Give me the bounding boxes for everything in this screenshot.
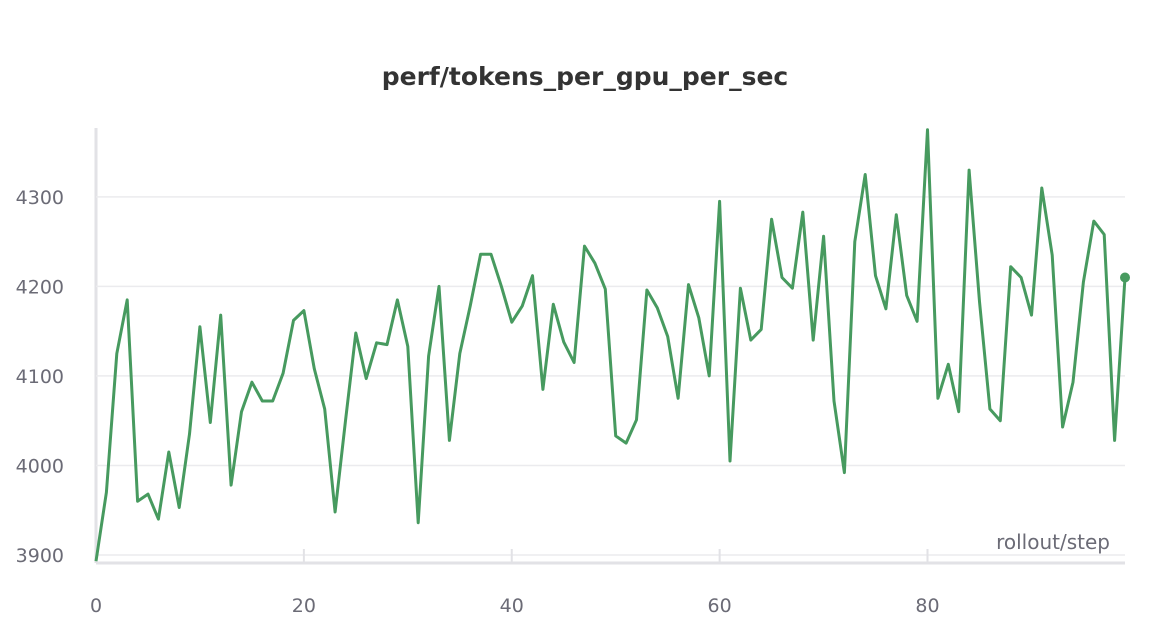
x-tick-label: 80: [915, 595, 939, 617]
y-tick-label: 4000: [16, 455, 64, 477]
y-tick-label: 4100: [16, 366, 64, 388]
x-tick-label: 20: [292, 595, 316, 617]
y-tick-label: 4200: [16, 276, 64, 298]
y-tick-label: 4300: [16, 187, 64, 209]
x-tick-label: 40: [500, 595, 524, 617]
x-tick-label: 0: [90, 595, 102, 617]
end-point: [1120, 272, 1130, 283]
y-tick-label: 3900: [16, 545, 64, 567]
line: [94, 128, 1127, 562]
chart-title: perf/tokens_per_gpu_per_sec: [382, 62, 789, 91]
x-axis-label: rollout/step: [996, 530, 1110, 554]
x-tick-label: 60: [708, 595, 732, 617]
